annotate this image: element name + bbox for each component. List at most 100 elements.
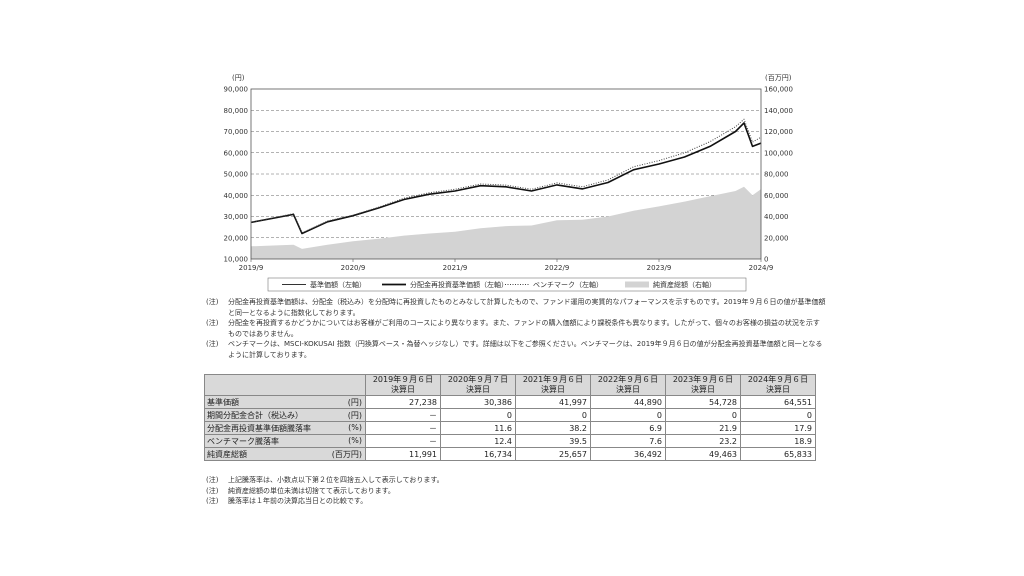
row-label: 基準価額 (円) (204, 395, 366, 409)
x-tick-label: 2023/9 (647, 264, 672, 272)
table-cell: 27,238 (365, 395, 441, 409)
table-row: 純資産総額 (百万円) 11,991 16,734 25,657 36,492 4… (204, 447, 816, 461)
table-cell: 0 (665, 408, 741, 422)
row-label: 純資産総額 (百万円) (204, 447, 366, 461)
legend-label: 基準価額（左軸） (310, 280, 366, 289)
legend-label: ベンチマーク（左軸） (533, 280, 603, 289)
table-cell: 54,728 (665, 395, 741, 409)
right-tick-label: 140,000 (764, 107, 793, 115)
table-cell: － (365, 421, 441, 435)
row-label: 分配金再投資基準価額騰落率 (%) (204, 421, 366, 435)
left-tick-label: 50,000 (224, 171, 249, 179)
table-cell: 18.9 (740, 434, 816, 448)
row-label-text: 純資産総額 (207, 449, 247, 459)
header-date: 2021年９月６日 (522, 375, 584, 384)
row-label-text: 分配金再投資基準価額騰落率 (207, 423, 311, 433)
row-unit: (円) (347, 397, 362, 407)
table-cell: 44,890 (590, 395, 666, 409)
right-tick-label: 80,000 (764, 171, 789, 179)
column-header: 2021年９月６日 決算日 (515, 374, 591, 396)
left-tick-label: 30,000 (224, 213, 249, 221)
left-tick-label: 90,000 (224, 86, 249, 94)
benchmark-line (250, 118, 762, 234)
left-tick-label: 60,000 (224, 149, 249, 157)
header-date: 2020年９月７日 (447, 375, 509, 384)
legend-label: 分配金再投資基準価額（左軸） (410, 280, 508, 289)
note-item: (注) 分配金を再投資するかどうかについてはお客様がご利用のコースにより異なりま… (206, 318, 826, 339)
right-tick-label: 60,000 (764, 192, 789, 200)
header-date: 2022年９月６日 (597, 375, 659, 384)
table-cell: 17.9 (740, 421, 816, 435)
x-tick-label: 2020/9 (341, 264, 366, 272)
column-header: 2022年９月６日 決算日 (590, 374, 666, 396)
note-item: (注) ベンチマークは、MSCI-KOKUSAI 指数（円換算ベース・為替ヘッジ… (206, 339, 826, 360)
left-axis-unit: (円) (232, 74, 245, 82)
x-axis: 2019/9 2020/9 2021/9 2022/9 2023/9 2024/9 (239, 259, 774, 272)
note-item: (注) 純資産総額の単位未満は切捨てて表示しております。 (206, 486, 826, 497)
table-cell: 0 (590, 408, 666, 422)
table-cell: 30,386 (440, 395, 516, 409)
table-cell: 6.9 (590, 421, 666, 435)
note-tag: (注) (206, 340, 219, 348)
left-tick-label: 80,000 (224, 107, 249, 115)
note-text: ベンチマークは、MSCI-KOKUSAI 指数（円換算ベース・為替ヘッジなし）で… (228, 340, 823, 359)
table-cell: 12.4 (440, 434, 516, 448)
header-kind: 決算日 (466, 385, 490, 394)
note-text: 分配金を再投資するかどうかについてはお客様がご利用のコースにより異なります。また… (228, 319, 820, 338)
table-notes: (注) 上記騰落率は、小数点以下第２位を四捨五入して表示しております。 (注) … (206, 475, 826, 507)
note-tag: (注) (206, 486, 219, 495)
right-tick-label: 120,000 (764, 128, 793, 136)
performance-table: 2019年９月６日 決算日 2020年９月７日 決算日 2021年９月６日 決算日 2… (204, 374, 816, 461)
table-cell: 41,997 (515, 395, 591, 409)
table-cell: 16,734 (440, 447, 516, 461)
table-cell: 49,463 (665, 447, 741, 461)
table-cell: 25,657 (515, 447, 591, 461)
table-row: ベンチマーク騰落率 (%) － 12.4 39.5 7.6 23.2 18.9 (204, 434, 816, 448)
note-tag: (注) (206, 476, 219, 484)
header-kind: 決算日 (766, 385, 790, 394)
plot-frame (250, 88, 762, 260)
chart-notes: (注) 分配金再投資基準価額は、分配金（税込み）を分配時に再投資したものとみなし… (206, 297, 826, 360)
table-cell: 0 (740, 408, 816, 422)
grid-lines (251, 110, 761, 238)
header-date: 2019年９月６日 (372, 375, 434, 384)
table-cell: 7.6 (590, 434, 666, 448)
table-cell: 64,551 (740, 395, 816, 409)
row-label-text: 期間分配金合計（税込み） (207, 410, 303, 420)
legend-swatch (625, 281, 649, 288)
table-header-row: 2019年９月６日 決算日 2020年９月７日 決算日 2021年９月６日 決算日 2… (204, 374, 816, 396)
column-header: 2024年９月６日 決算日 (740, 374, 816, 396)
right-tick-label: 0 (764, 256, 768, 264)
row-unit: (%) (348, 435, 362, 445)
table-cell: 0 (440, 408, 516, 422)
net-assets-area (251, 186, 761, 259)
note-item: (注) 分配金再投資基準価額は、分配金（税込み）を分配時に再投資したものとみなし… (206, 297, 826, 318)
note-text: 騰落率は１年前の決算応当日との比較です。 (228, 497, 368, 505)
table-row: 分配金再投資基準価額騰落率 (%) － 11.6 38.2 6.9 21.9 17… (204, 421, 816, 435)
header-kind: 決算日 (691, 385, 715, 394)
note-item: (注) 上記騰落率は、小数点以下第２位を四捨五入して表示しております。 (206, 475, 826, 486)
table-corner (204, 374, 366, 396)
column-header: 2023年９月６日 決算日 (665, 374, 741, 396)
row-unit: (円) (347, 410, 362, 420)
table-cell: 21.9 (665, 421, 741, 435)
table-cell: － (365, 434, 441, 448)
net-assets-area-path (251, 186, 761, 259)
legend-label: 純資産総額（右軸） (653, 280, 716, 289)
right-axis: 160,000 140,000 120,000 100,000 80,000 60,000… (764, 86, 793, 264)
legend-box (267, 277, 747, 292)
left-tick-label: 70,000 (224, 128, 249, 136)
table-cell: 39.5 (515, 434, 591, 448)
left-tick-label: 10,000 (224, 256, 249, 264)
column-header: 2020年９月７日 決算日 (440, 374, 516, 396)
note-tag: (注) (206, 319, 219, 327)
left-tick-label: 40,000 (224, 192, 249, 200)
table-cell: 11,991 (365, 447, 441, 461)
row-unit: (百万円) (331, 449, 362, 459)
note-tag: (注) (206, 497, 219, 505)
table-cell: 11.6 (440, 421, 516, 435)
legend: 基準価額（左軸） 分配金再投資基準価額（左軸） ベンチマーク（左軸） 純資産総額（右軸… (282, 280, 716, 289)
x-tick-label: 2024/9 (749, 264, 774, 272)
table-row: 期間分配金合計（税込み） (円) － 0 0 0 0 0 (204, 408, 816, 422)
header-kind: 決算日 (616, 385, 640, 394)
